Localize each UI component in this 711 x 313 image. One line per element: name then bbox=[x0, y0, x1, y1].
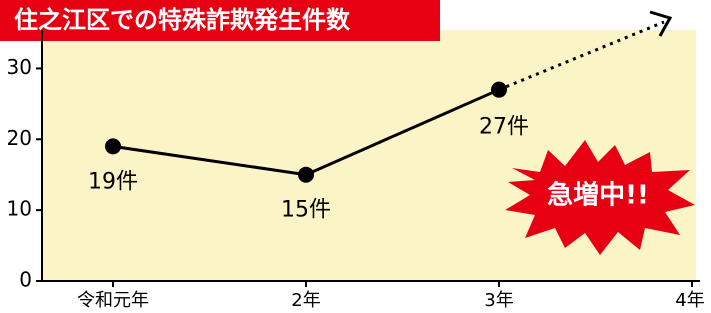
value-label: 27件 bbox=[479, 115, 529, 140]
x-tick-label: 4年 bbox=[675, 290, 704, 311]
x-tick-label: 3年 bbox=[484, 290, 513, 311]
x-tick-label: 令和元年 bbox=[77, 290, 149, 311]
point bbox=[491, 82, 507, 98]
value-label: 19件 bbox=[88, 169, 138, 194]
y-tick-label: 10 bbox=[7, 197, 32, 221]
point bbox=[105, 138, 121, 154]
chart: 住之江区での特殊詐欺発生件数 急増中!! 0 10 20 30 令和元年 2年 3年 4年 19… bbox=[0, 0, 711, 313]
x-tick-label: 2年 bbox=[291, 290, 320, 311]
point bbox=[298, 167, 314, 183]
y-tick-label: 20 bbox=[7, 126, 32, 150]
y-tick-label: 0 bbox=[19, 268, 32, 292]
annotation: 急増中!! bbox=[547, 181, 649, 211]
chart-title: 住之江区での特殊詐欺発生件数 bbox=[14, 6, 351, 34]
value-label: 15件 bbox=[281, 198, 331, 223]
y-tick-label: 30 bbox=[7, 55, 32, 79]
